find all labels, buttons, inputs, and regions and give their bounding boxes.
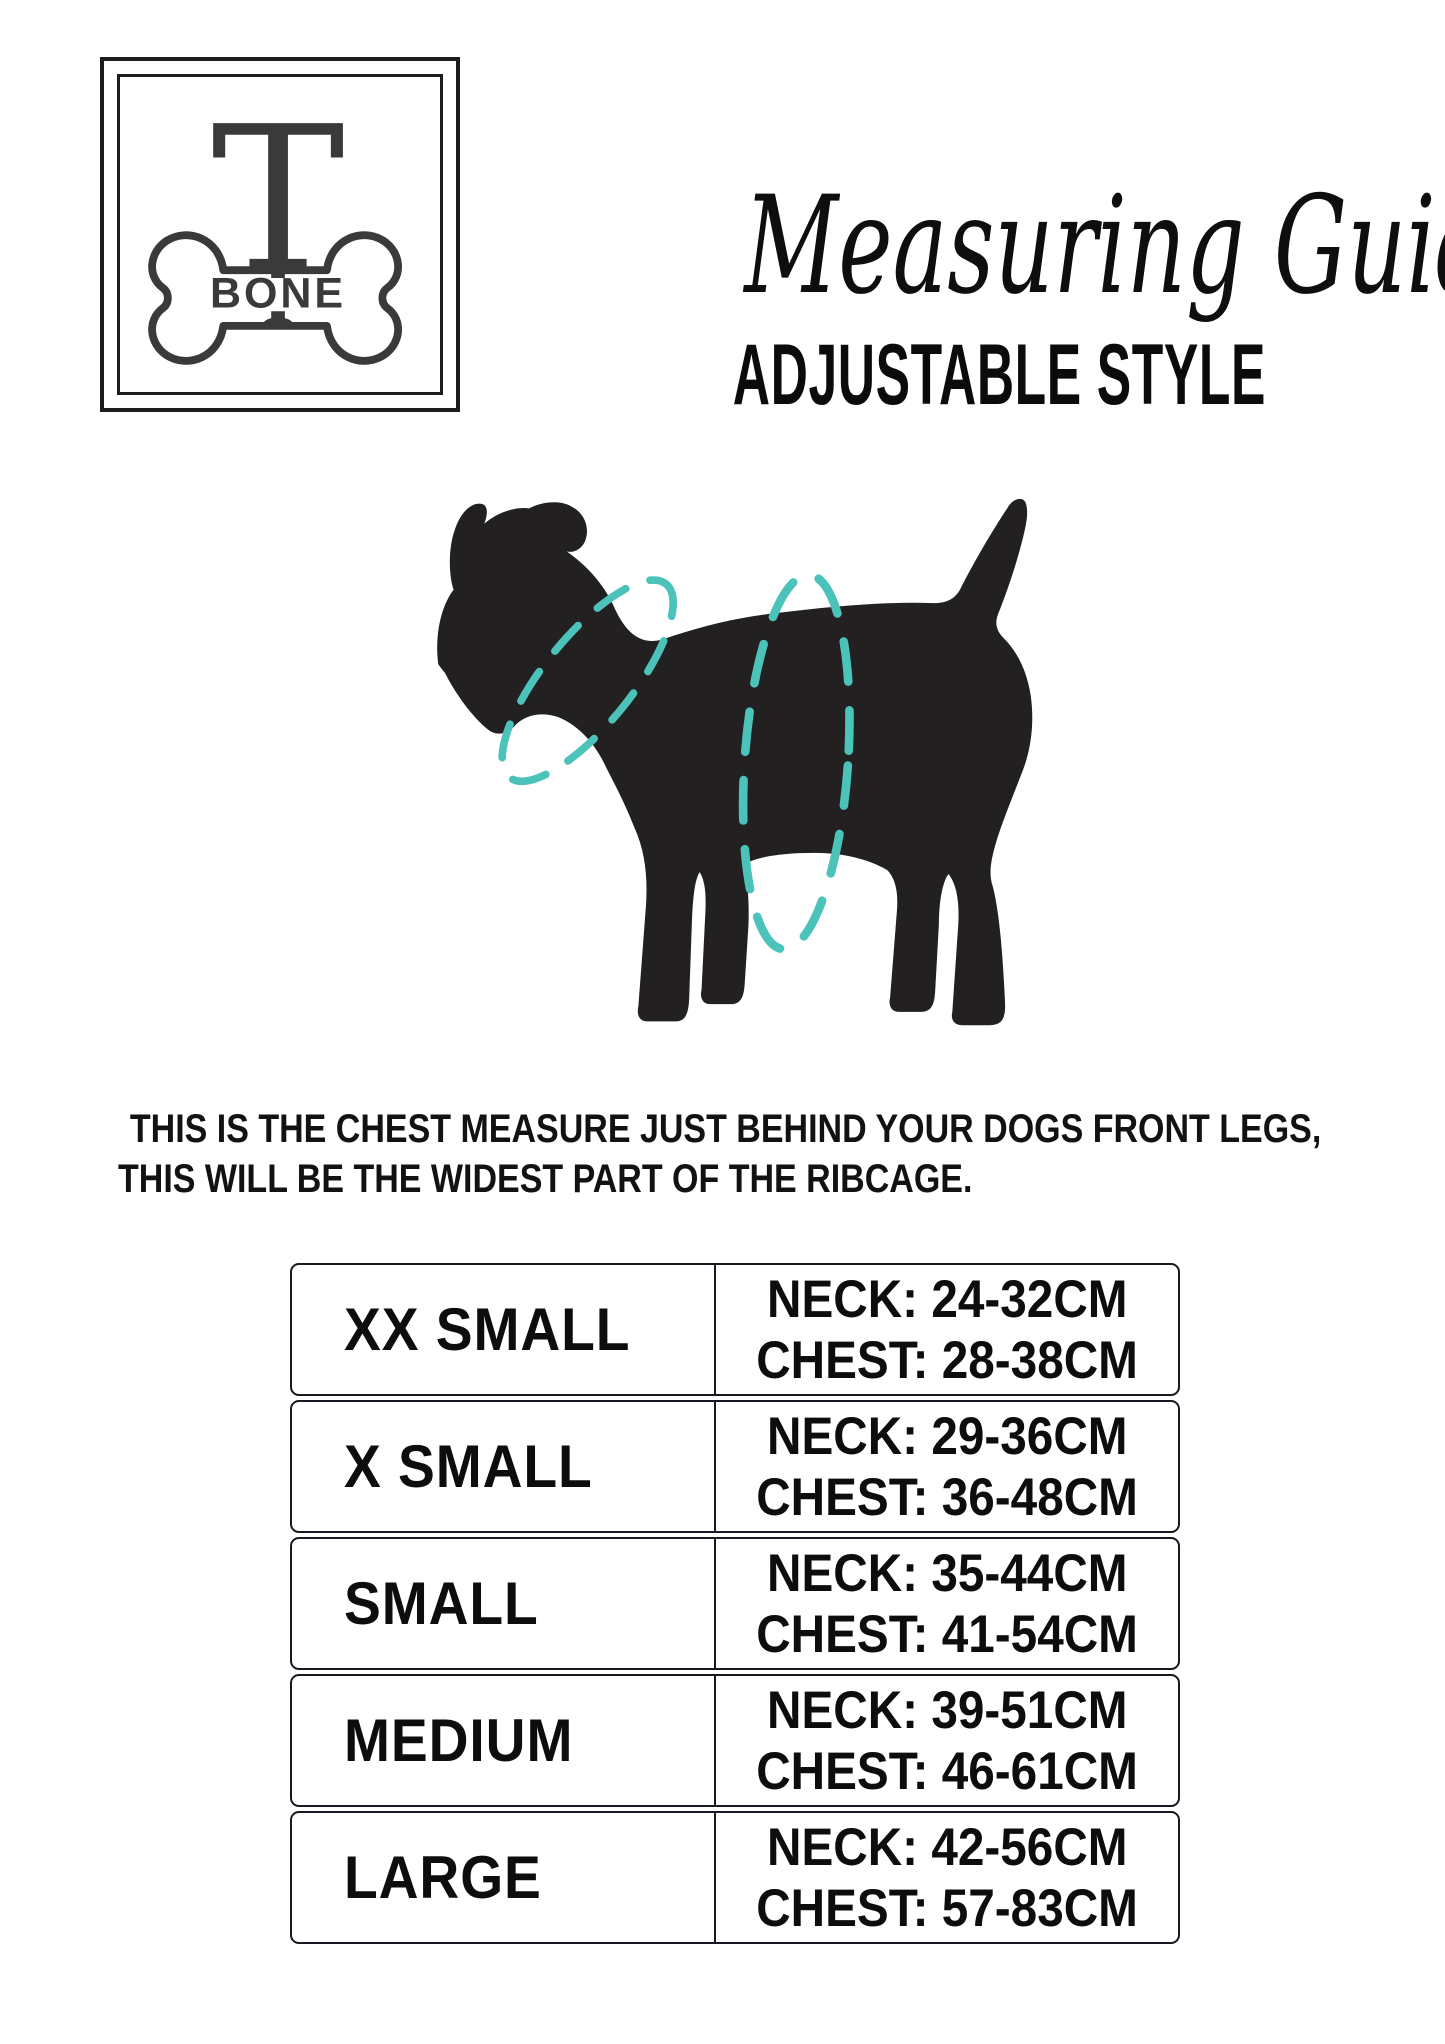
size-name-cell: SMALL [292, 1539, 716, 1668]
dog-diagram-svg [437, 498, 1033, 1026]
page-subtitle: ADJUSTABLE STYLE [732, 327, 1267, 423]
logo-inner-border [117, 74, 443, 395]
size-name-cell: X SMALL [292, 1402, 716, 1531]
size-name: LARGE [344, 1844, 542, 1911]
monogram-stem-bottom [261, 311, 295, 326]
size-name: SMALL [344, 1570, 539, 1637]
neck-range: NECK: 39-51CM [766, 1680, 1128, 1740]
size-range-cell: NECK: 35-44CM CHEST: 41-54CM [716, 1539, 1178, 1668]
page-subtitle-wrap: ADJUSTABLE STYLE [555, 332, 1345, 418]
size-name: X SMALL [344, 1433, 593, 1500]
size-range-cell: NECK: 39-51CM CHEST: 46-61CM [716, 1676, 1178, 1805]
dog-silhouette-icon [437, 498, 1033, 1026]
neck-measure-ellipse [498, 576, 677, 786]
neck-range: NECK: 24-32CM [766, 1269, 1128, 1329]
size-name: MEDIUM [344, 1707, 574, 1774]
chest-range: CHEST: 41-54CM [756, 1604, 1138, 1664]
neck-range: NECK: 29-36CM [766, 1406, 1128, 1466]
measure-note: THIS IS THE CHEST MEASURE JUST BEHIND YO… [118, 1104, 1393, 1204]
measure-note-line2: THIS WILL BE THE WIDEST PART OF THE RIBC… [118, 1157, 973, 1201]
bone-icon [148, 231, 403, 365]
size-name-cell: MEDIUM [292, 1676, 716, 1805]
size-table-row: SMALL NECK: 35-44CM CHEST: 41-54CM [290, 1537, 1180, 1670]
size-range-cell: NECK: 24-32CM CHEST: 28-38CM [716, 1265, 1178, 1394]
chest-range: CHEST: 57-83CM [756, 1878, 1138, 1938]
logo-bone-label: BONE [210, 269, 346, 317]
monogram-stem-top [271, 270, 285, 278]
measure-note-line1: THIS IS THE CHEST MEASURE JUST BEHIND YO… [129, 1107, 1322, 1151]
logo-graphic: T BONE [148, 84, 403, 365]
size-range-cell: NECK: 29-36CM CHEST: 36-48CM [716, 1402, 1178, 1531]
size-table-row: MEDIUM NECK: 39-51CM CHEST: 46-61CM [290, 1674, 1180, 1807]
size-table: XX SMALL NECK: 24-32CM CHEST: 28-38CM X … [290, 1263, 1180, 1948]
size-range-cell: NECK: 42-56CM CHEST: 57-83CM [716, 1813, 1178, 1942]
size-table-row: LARGE NECK: 42-56CM CHEST: 57-83CM [290, 1811, 1180, 1944]
brand-logo: T BONE [100, 57, 460, 412]
size-table-row: X SMALL NECK: 29-36CM CHEST: 36-48CM [290, 1400, 1180, 1533]
page-title-wrap: Measuring Guide [555, 178, 1445, 313]
size-table-row: XX SMALL NECK: 24-32CM CHEST: 28-38CM [290, 1263, 1180, 1396]
size-name-cell: XX SMALL [292, 1265, 716, 1394]
size-name: XX SMALL [344, 1296, 631, 1363]
chest-range: CHEST: 28-38CM [756, 1330, 1138, 1390]
neck-range: NECK: 35-44CM [766, 1543, 1128, 1603]
chest-range: CHEST: 46-61CM [756, 1741, 1138, 1801]
neck-range: NECK: 42-56CM [766, 1817, 1128, 1877]
chest-measure-ellipse [738, 570, 854, 954]
size-name-cell: LARGE [292, 1813, 716, 1942]
page-title: Measuring Guide [744, 167, 1445, 324]
chest-range: CHEST: 36-48CM [756, 1467, 1138, 1527]
dog-measure-diagram [420, 494, 1052, 1030]
